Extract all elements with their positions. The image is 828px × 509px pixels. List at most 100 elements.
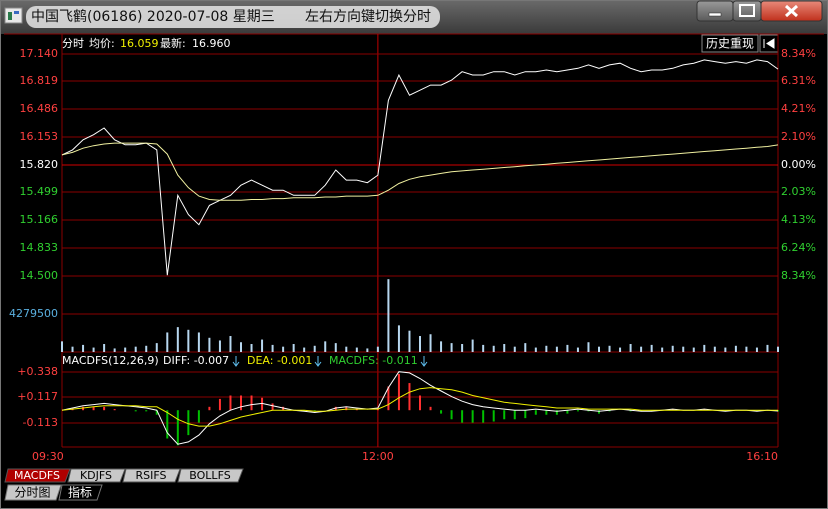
volume-bar xyxy=(187,329,190,352)
x-tick-label: 16:10 xyxy=(746,450,778,463)
down-arrow xyxy=(314,356,322,367)
x-tick-label: 12:00 xyxy=(362,450,394,463)
y-tick-label: 17.140 xyxy=(20,47,59,60)
y2-tick-label: 8.34% xyxy=(781,47,816,60)
title-glow xyxy=(26,6,440,28)
history-button-label: 历史重现 xyxy=(706,37,754,51)
last-label: 最新: xyxy=(160,36,186,50)
volume-bar xyxy=(345,346,348,352)
down-arrow xyxy=(232,356,240,367)
volume-bar xyxy=(692,347,695,352)
y2-tick-label: 0.00% xyxy=(781,158,816,171)
volume-bar xyxy=(534,347,537,352)
volume-bar xyxy=(513,346,516,352)
mode-label: 分时 xyxy=(62,37,84,50)
y2-tick-label: 6.31% xyxy=(781,74,816,87)
volume-bar xyxy=(155,343,158,352)
volume-bar xyxy=(334,343,337,352)
volume-bar xyxy=(355,347,358,352)
volume-bar xyxy=(682,346,685,352)
macd-diff: DIFF: -0.007 xyxy=(163,354,229,367)
volume-bar xyxy=(661,347,664,352)
volume-bar xyxy=(124,347,127,352)
down-arrow xyxy=(420,356,428,367)
app-icon-part xyxy=(14,11,19,14)
volume-bar xyxy=(229,336,232,352)
indicator-tab[interactable] xyxy=(177,468,244,483)
volume-bar xyxy=(282,346,285,352)
volume-bar xyxy=(703,344,706,352)
app-icon xyxy=(4,7,23,24)
volume-bar xyxy=(545,345,548,352)
volume-bar xyxy=(303,347,306,352)
volume-bar xyxy=(671,345,674,352)
indicator-tab[interactable] xyxy=(4,468,71,483)
window-title: 中国飞鹤(06186) 2020-07-08 星期三 xyxy=(31,9,275,25)
price-line xyxy=(61,59,779,276)
indicator-tab[interactable] xyxy=(67,468,126,483)
close-icon xyxy=(784,4,799,18)
volume-bar xyxy=(619,347,622,352)
indicator-tab-label: RSIFS xyxy=(136,469,167,482)
volume-bar xyxy=(240,342,242,352)
y-tick-label: 16.486 xyxy=(20,102,59,115)
macd-dea: DEA: -0.001 xyxy=(247,354,312,367)
volume-bar xyxy=(629,344,632,352)
volume-bar xyxy=(103,344,106,352)
volume-bar xyxy=(419,336,421,352)
macd-macdfs: MACDFS: -0.011 xyxy=(329,354,418,367)
volume-bar xyxy=(261,339,264,352)
indicator-tab-label: BOLLFS xyxy=(189,469,230,482)
volume-bar xyxy=(397,325,400,352)
volume-bar xyxy=(713,346,716,352)
volume-bar xyxy=(450,343,453,352)
volume-bar xyxy=(92,347,95,352)
y2-tick-label: 2.03% xyxy=(781,185,816,198)
avg-label: 均价: xyxy=(89,37,115,50)
history-button[interactable] xyxy=(701,34,759,53)
y-tick-label: 15.499 xyxy=(20,185,59,198)
volume-bar xyxy=(555,346,558,352)
client-area xyxy=(0,34,828,509)
y2-tick-label: 8.34% xyxy=(781,269,816,282)
volume-bar xyxy=(145,345,148,352)
volume-bar xyxy=(208,337,211,352)
view-tab[interactable] xyxy=(58,484,103,501)
volume-bar xyxy=(440,341,443,352)
volume-bar xyxy=(608,345,611,352)
maximize-icon xyxy=(739,4,755,17)
y-tick-label: 15.166 xyxy=(20,213,59,226)
volume-bar xyxy=(724,347,727,352)
tabs: MACDFS KDJFS RSIFS BOLLFS 分时图 指标 xyxy=(4,468,244,501)
indicator-tab-label: KDJFS xyxy=(80,469,112,482)
volume-bar xyxy=(429,334,432,352)
volume-bar xyxy=(134,346,137,352)
last-value: 16.960 xyxy=(192,37,231,50)
volume-bar xyxy=(524,343,527,352)
view-tab[interactable] xyxy=(4,484,62,501)
volume-bar xyxy=(82,344,85,352)
view-tab-label: 分时图 xyxy=(14,486,50,500)
y-tick-label: 15.820 xyxy=(20,158,59,171)
minimize-button[interactable] xyxy=(696,0,734,22)
y-tick-label: 16.153 xyxy=(20,130,59,143)
volume-bar xyxy=(113,348,116,352)
volume-bar xyxy=(197,332,200,352)
volume-bar xyxy=(598,346,600,352)
y-tick-label: +0.338 xyxy=(17,365,58,378)
y-tick-label: +0.117 xyxy=(17,390,58,403)
back-icon xyxy=(763,38,775,49)
app-icon-part xyxy=(8,12,12,20)
volume-bar xyxy=(482,344,485,352)
volume-bar xyxy=(313,345,316,352)
y2-tick-label: 4.21% xyxy=(781,102,816,115)
volume-bar xyxy=(366,348,369,352)
volume-bar xyxy=(218,340,221,352)
minimize-icon xyxy=(708,12,722,17)
view-tab-label: 指标 xyxy=(68,485,92,500)
y-tick-label: 14.500 xyxy=(20,269,59,282)
volume-bar xyxy=(292,344,295,352)
volume-bar xyxy=(587,342,590,352)
indicator-tab[interactable] xyxy=(122,468,181,483)
